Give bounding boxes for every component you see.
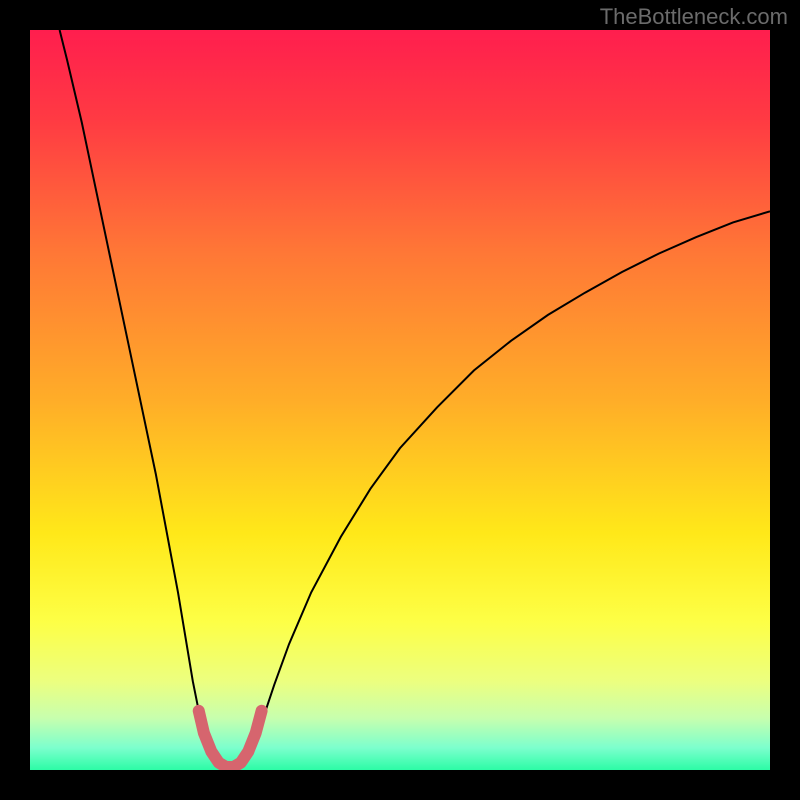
- chart-container: [30, 30, 770, 770]
- bottleneck-chart: [30, 30, 770, 770]
- watermark-text: TheBottleneck.com: [600, 4, 788, 30]
